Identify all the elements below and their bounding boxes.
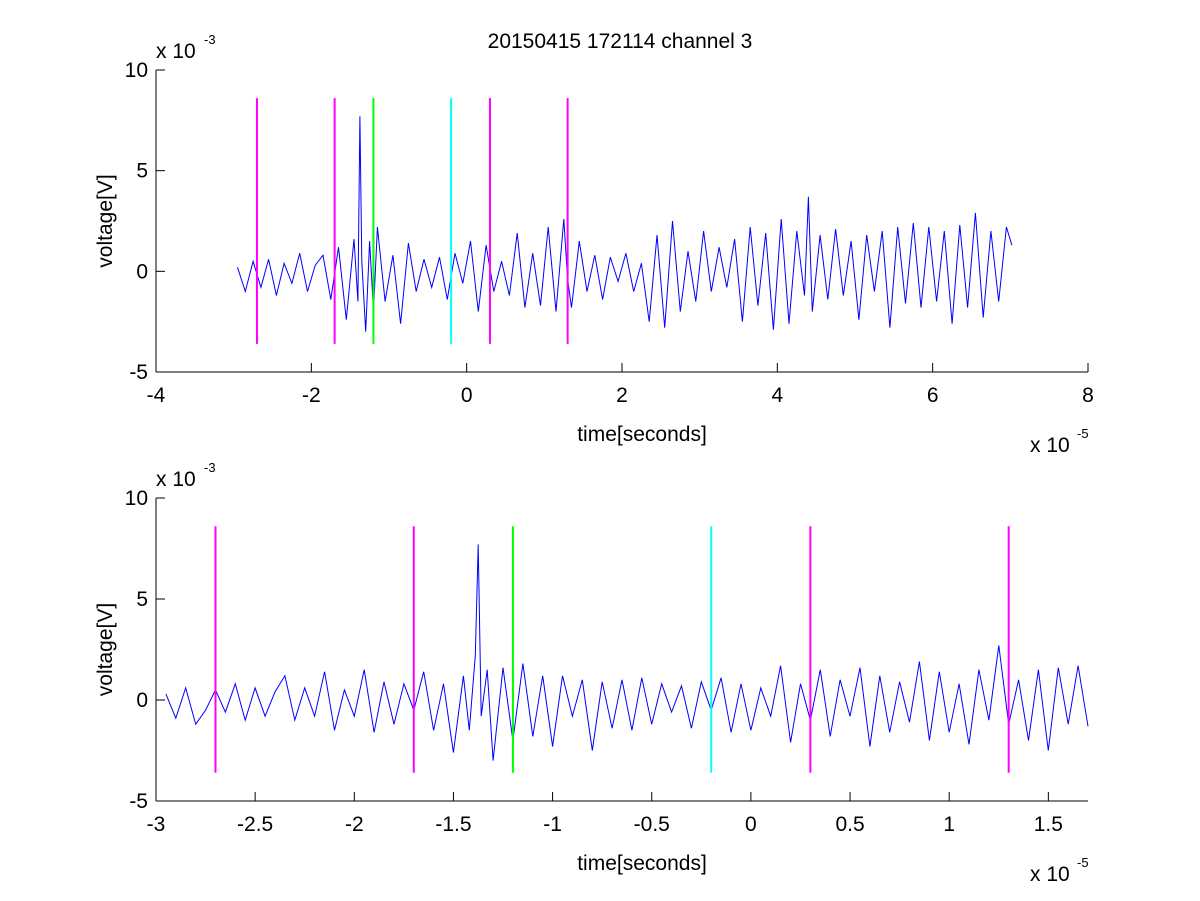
x-axis-multiplier: x 10 bbox=[1030, 434, 1070, 457]
y-tick-label: 10 bbox=[125, 59, 148, 82]
x-tick-label: 8 bbox=[1082, 384, 1094, 407]
x-axis-exponent: -5 bbox=[1077, 855, 1089, 870]
x-tick-label: 0.5 bbox=[835, 813, 864, 836]
y-axis-exponent: -3 bbox=[204, 460, 216, 475]
x-tick-label: -1 bbox=[543, 813, 562, 836]
top-axes: -4 -2 0 2 4 6 8 -5 0 5 10 time[seconds] voltage[V] x … bbox=[94, 32, 1094, 457]
bottom-axes: -3 -2.5 -2 -1.5 -1 -0.5 0 0.5 1 1.5 -5 0 5 10 time[sec… bbox=[94, 460, 1089, 886]
x-tick-label: -2 bbox=[302, 384, 321, 407]
x-axis-exponent: -5 bbox=[1077, 426, 1089, 441]
y-tick-label: 5 bbox=[136, 160, 148, 183]
x-tick-label: -3 bbox=[147, 813, 166, 836]
x-tick-label: -0.5 bbox=[634, 813, 670, 836]
y-axis-label: voltage[V] bbox=[94, 603, 117, 696]
x-tick-label: 6 bbox=[927, 384, 939, 407]
x-tick-label: -2.5 bbox=[237, 813, 273, 836]
y-axis-label: voltage[V] bbox=[94, 174, 117, 267]
x-tick-label: 1 bbox=[943, 813, 955, 836]
y-axis-exponent: -3 bbox=[204, 32, 216, 47]
y-tick-label: 0 bbox=[136, 260, 148, 283]
y-tick-label: -5 bbox=[129, 361, 148, 384]
signal-line bbox=[165, 544, 1089, 761]
y-tick-label: 10 bbox=[125, 487, 148, 510]
y-axis-multiplier: x 10 bbox=[156, 40, 196, 63]
x-tick-label: 1.5 bbox=[1034, 813, 1063, 836]
y-tick-label: 5 bbox=[136, 588, 148, 611]
x-tick-label: -1.5 bbox=[435, 813, 471, 836]
x-axis-label: time[seconds] bbox=[577, 423, 707, 446]
figure-title: 20150415 172114 channel 3 bbox=[488, 30, 753, 53]
x-tick-label: 0 bbox=[461, 384, 473, 407]
y-tick-label: 0 bbox=[136, 689, 148, 712]
y-tick-label: -5 bbox=[129, 790, 148, 813]
x-tick-label: 4 bbox=[771, 384, 783, 407]
x-tick-label: 0 bbox=[745, 813, 757, 836]
x-tick-label: -4 bbox=[147, 384, 166, 407]
x-axis-multiplier: x 10 bbox=[1030, 863, 1070, 886]
x-axis-label: time[seconds] bbox=[577, 852, 707, 875]
signal-line bbox=[237, 116, 1013, 332]
x-tick-label: 2 bbox=[616, 384, 628, 407]
y-axis-multiplier: x 10 bbox=[156, 468, 196, 491]
x-tick-label: -2 bbox=[345, 813, 364, 836]
